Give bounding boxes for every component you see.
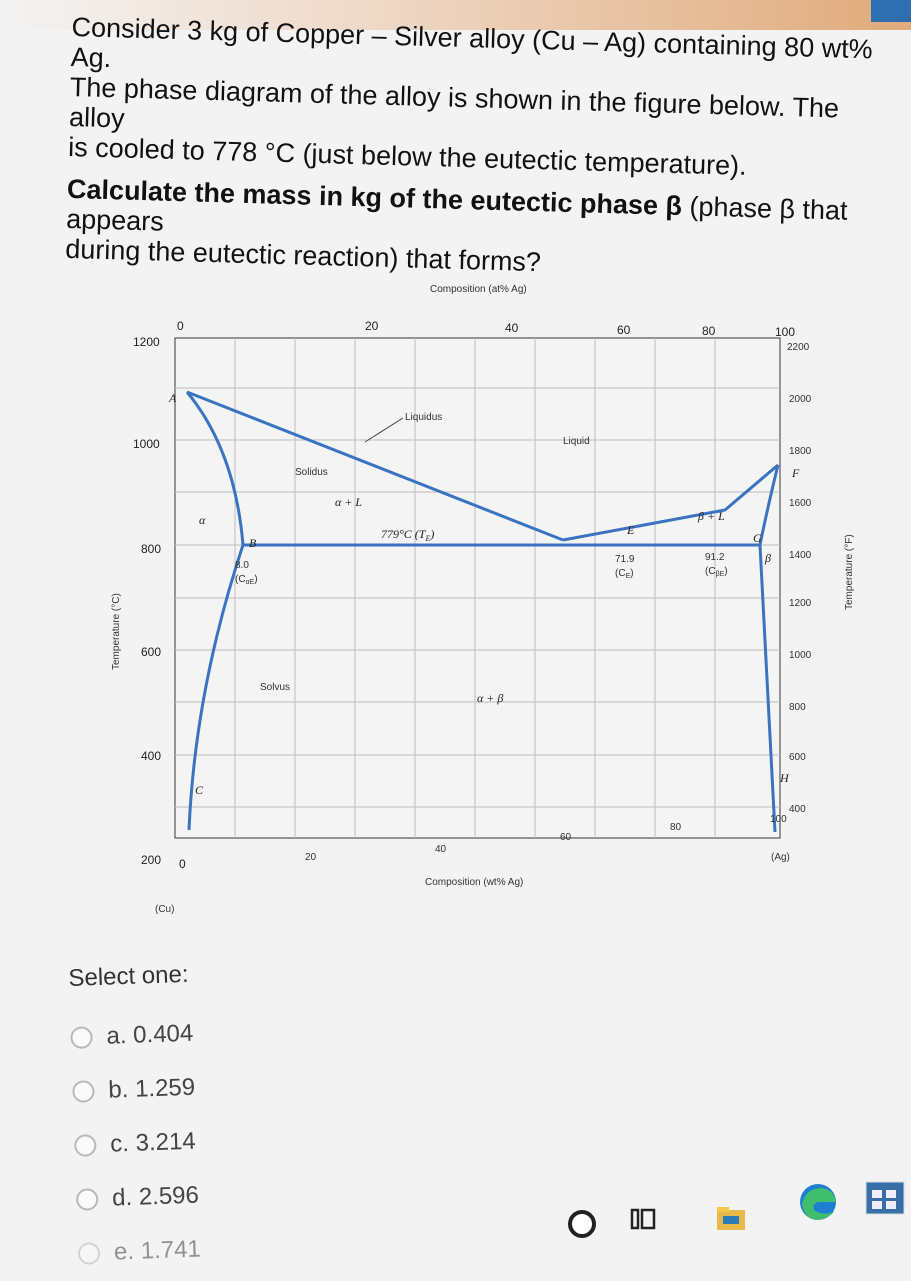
option-a[interactable]: a. 0.404 xyxy=(70,1007,195,1065)
eutectic-composition-value: 71.9 xyxy=(615,554,635,565)
beta-composition-value: 91.2 xyxy=(705,552,725,563)
alpha-composition-subscript: (CαE) xyxy=(235,574,258,586)
liquidus-line xyxy=(186,390,564,542)
point-f-label: F xyxy=(791,466,800,480)
window-corner xyxy=(871,0,911,22)
plot-frame xyxy=(174,337,781,839)
option-b-label: b. 1.259 xyxy=(107,1073,196,1104)
phase-diagram: .ax { font-family:"Liberation Sans", san… xyxy=(95,270,895,950)
alpha-beta-region-label: α + β xyxy=(477,691,503,705)
solidus-label: Solidus xyxy=(295,467,328,478)
bottom-right-end-label: (Ag) xyxy=(771,852,790,863)
point-c-label: C xyxy=(195,783,204,797)
taskbar xyxy=(560,1170,911,1264)
option-c-label: c. 3.214 xyxy=(109,1127,197,1158)
option-c[interactable]: c. 3.214 xyxy=(73,1115,198,1173)
point-h-label: H xyxy=(779,771,790,785)
beta-liquid-region-label: β + L xyxy=(697,509,725,523)
eutectic-temp-label: 779°C (TE) xyxy=(381,527,434,543)
option-d-label: d. 2.596 xyxy=(111,1181,200,1212)
point-a-label: A xyxy=(168,391,177,405)
bottom-tick-20: 20 xyxy=(305,852,317,863)
select-one-label: Select one: xyxy=(68,960,189,992)
edge-icon[interactable] xyxy=(788,1170,848,1235)
option-d[interactable]: d. 2.596 xyxy=(75,1169,200,1227)
right-tick-1600: 1600 xyxy=(789,498,812,509)
liquidus-label: Liquidus xyxy=(405,412,442,423)
beta-composition-subscript: (CβE) xyxy=(705,566,728,578)
point-g-label: G xyxy=(753,531,762,545)
eutectic-composition-subscript: (CE) xyxy=(615,568,634,580)
option-e[interactable]: e. 1.741 xyxy=(77,1223,202,1281)
left-tick-1000: 1000 xyxy=(133,437,160,451)
right-tick-600: 600 xyxy=(789,752,806,763)
liquid-label: Liquid xyxy=(563,436,590,447)
radio-d[interactable] xyxy=(75,1188,99,1211)
bottom-tick-0: 0 xyxy=(179,857,186,871)
eutectic-temp-sub: E xyxy=(424,534,430,543)
solidus-right-line xyxy=(758,464,780,546)
solvus-label: Solvus xyxy=(260,682,290,693)
left-tick-800: 800 xyxy=(141,542,161,556)
right-tick-2000: 2000 xyxy=(789,394,812,405)
bottom-left-end-label: (Cu) xyxy=(155,904,174,915)
left-tick-200: 200 xyxy=(141,853,161,867)
right-tick-2200: 2200 xyxy=(787,342,810,353)
answer-choices: Select one: a. 0.404 b. 1.259 c. 3.214 d… xyxy=(68,961,202,1281)
eutectic-temp-text: 779°C (T xyxy=(381,527,427,541)
file-explorer-icon[interactable] xyxy=(715,1204,747,1237)
liquidus-right-line xyxy=(562,463,779,542)
phase-diagram-svg: .ax { font-family:"Liberation Sans", san… xyxy=(111,284,855,915)
bottom-tick-60: 60 xyxy=(560,832,572,843)
alpha-liquid-region-label: α + L xyxy=(335,495,362,509)
radio-e[interactable] xyxy=(77,1242,101,1265)
radio-c[interactable] xyxy=(73,1134,97,1157)
left-tick-600: 600 xyxy=(141,645,161,659)
phase-boundaries xyxy=(185,390,780,833)
right-tick-1400: 1400 xyxy=(789,550,812,561)
liquidus-pointer xyxy=(364,417,404,443)
alpha-region-label: α xyxy=(199,513,206,527)
point-e-label: E xyxy=(626,523,635,537)
top-tick-20: 20 xyxy=(365,319,379,333)
bottom-axis-title: Composition (wt% Ag) xyxy=(425,877,523,888)
cortana-icon[interactable] xyxy=(568,1210,596,1238)
radio-b[interactable] xyxy=(72,1080,95,1103)
right-tick-400: 400 xyxy=(789,804,806,815)
bottom-tick-80: 80 xyxy=(670,822,682,833)
right-tick-1000: 1000 xyxy=(789,650,812,661)
option-a-label: a. 0.404 xyxy=(106,1019,194,1050)
task-view-icon[interactable] xyxy=(630,1206,656,1237)
store-icon[interactable] xyxy=(860,1170,910,1227)
top-tick-80: 80 xyxy=(702,324,716,338)
option-e-label: e. 1.741 xyxy=(113,1235,202,1266)
top-tick-40: 40 xyxy=(505,321,519,335)
top-tick-100: 100 xyxy=(775,325,795,339)
bottom-tick-100: 100 xyxy=(770,814,787,825)
left-axis-label: Temperature (°C) xyxy=(111,593,122,670)
solidus-line xyxy=(185,391,245,546)
left-tick-400: 400 xyxy=(141,749,161,763)
radio-a[interactable] xyxy=(70,1026,93,1049)
right-tick-1200: 1200 xyxy=(789,598,812,609)
alpha-composition-value: 8.0 xyxy=(235,560,249,571)
top-tick-0: 0 xyxy=(177,319,184,333)
bottom-tick-40: 40 xyxy=(435,844,447,855)
left-tick-1200: 1200 xyxy=(133,335,160,349)
beta-region-label: β xyxy=(764,551,771,565)
right-tick-1800: 1800 xyxy=(789,446,812,457)
right-axis-label: Temperature (°F) xyxy=(844,534,855,610)
right-tick-800: 800 xyxy=(789,702,806,713)
option-b[interactable]: b. 1.259 xyxy=(71,1061,196,1119)
solvus-beta-line xyxy=(758,544,777,833)
question-text: Consider 3 kg of Copper – Silver alloy (… xyxy=(65,12,902,287)
top-axis-title: Composition (at% Ag) xyxy=(430,284,527,295)
top-tick-60: 60 xyxy=(617,323,631,337)
browser-top-bar xyxy=(0,0,911,30)
point-b-label: B xyxy=(249,536,257,550)
solvus-alpha-line xyxy=(187,544,245,831)
